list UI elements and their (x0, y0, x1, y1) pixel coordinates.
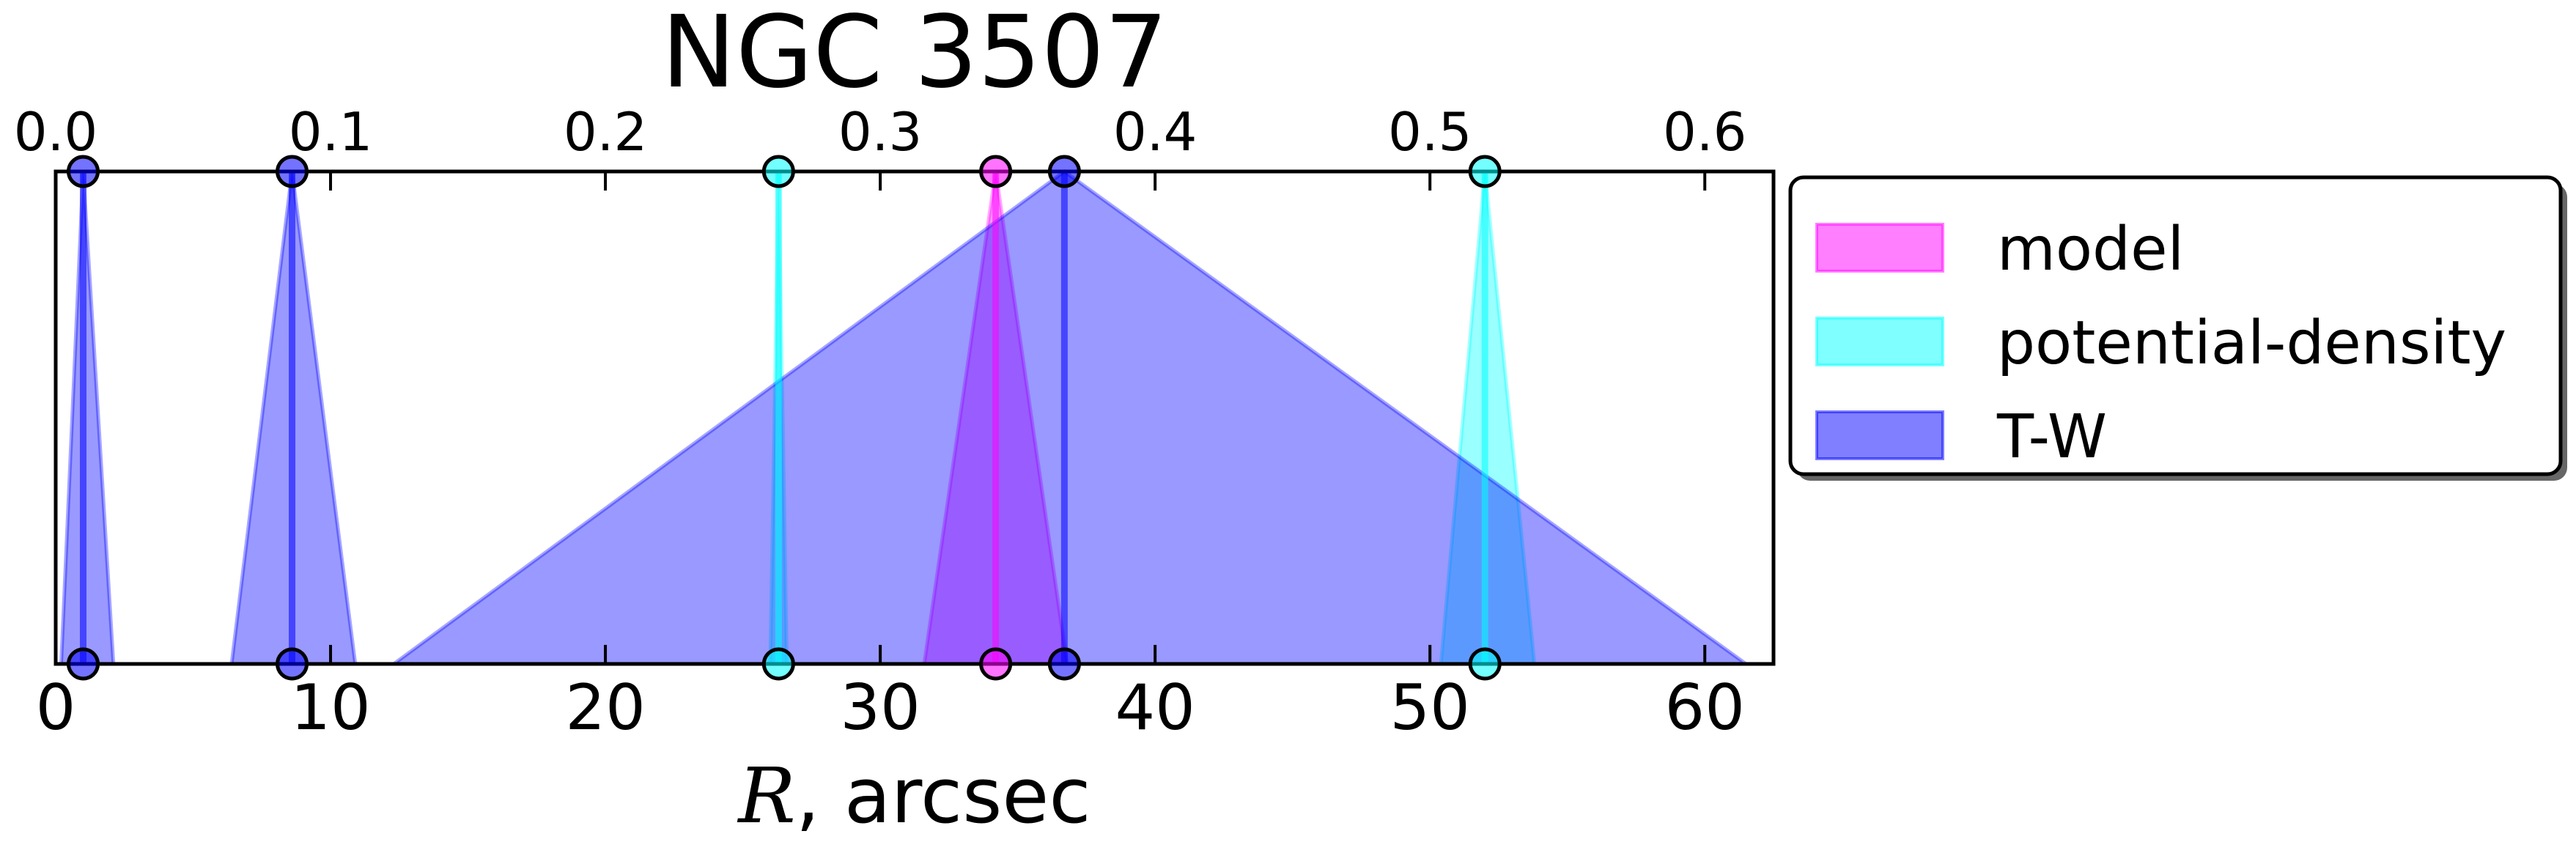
interval-center-markers (67, 155, 1502, 681)
top-tick-label-6: 0.6 (1663, 101, 1747, 163)
plot-frame (53, 169, 1776, 666)
legend-label-model: model (1997, 215, 2184, 284)
interval-marker-T-W-0-bottom (67, 647, 100, 681)
interval-marker-T-W-1-bottom (276, 647, 309, 681)
interval-marker-T-W-1-top (276, 155, 309, 188)
interval-marker-T-W-2-bottom (1047, 647, 1081, 681)
interval-marker-model-0-bottom (979, 647, 1013, 681)
legend-box (1788, 175, 2563, 476)
interval-marker-model-0-top (979, 155, 1013, 188)
legend: model potential-density T-W (1788, 175, 2567, 481)
top-tick-label-2: 0.2 (564, 101, 648, 163)
top-tick-label-5: 0.5 (1388, 101, 1472, 163)
interval-marker-potential-density-1-bottom (1468, 647, 1502, 681)
bottom-tick-label-60: 60 (1665, 671, 1745, 745)
interval-fills (59, 169, 1752, 666)
legend-label-potential-density: potential-density (1997, 309, 2506, 378)
top-tick-label-1: 0.1 (289, 101, 373, 163)
bottom-tick-label-0: 0 (36, 671, 76, 745)
legend-swatch-T-W (1815, 410, 1944, 460)
interval-marker-potential-density-0-bottom (761, 647, 795, 681)
interval-marker-T-W-0-top (67, 155, 100, 188)
interval-fill-T-W-0 (59, 171, 116, 666)
interval-marker-T-W-2-top (1047, 155, 1081, 188)
axis-ticks: 0 10 20 30 40 50 60 0.0 0.1 0.2 0.3 0.4 0.5 0.6 (14, 101, 1747, 745)
interval-marker-potential-density-0-top (761, 155, 795, 188)
top-tick-label-3: 0.3 (838, 101, 923, 163)
interval-center-lines (80, 171, 1488, 664)
interval-marker-potential-density-1-top (1468, 155, 1502, 188)
bottom-tick-label-40: 40 (1115, 671, 1195, 745)
bottom-tick-label-30: 30 (840, 671, 920, 745)
x-axis-label-unit: , arcsec (796, 751, 1091, 841)
legend-swatch-model (1815, 223, 1944, 273)
chart-title: NGC 3507 (661, 0, 1167, 111)
legend-swatch-potential-density (1815, 317, 1944, 366)
legend-label-T-W: T-W (1996, 402, 2107, 472)
bottom-tick-label-50: 50 (1390, 671, 1469, 745)
legend-entries: model potential-density T-W (1815, 215, 2506, 472)
bottom-tick-label-10: 10 (290, 671, 370, 745)
top-tick-label-4: 0.4 (1113, 101, 1197, 163)
x-axis-label: R, arcsec (737, 751, 1090, 841)
interval-fill-T-W-2 (388, 169, 1752, 666)
x-axis-label-variable: R (737, 751, 795, 841)
top-tick-label-0: 0.0 (14, 101, 98, 163)
bottom-tick-label-20: 20 (565, 671, 645, 745)
